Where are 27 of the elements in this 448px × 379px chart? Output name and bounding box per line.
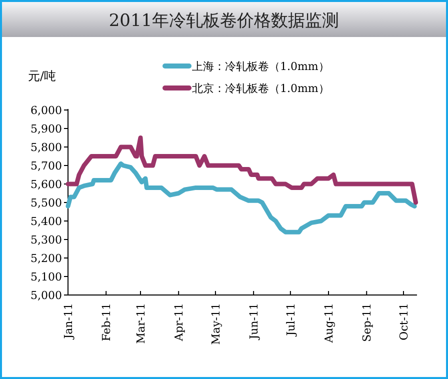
y-tick-label: 6,000 bbox=[30, 104, 62, 117]
x-tick-label: Aug-11 bbox=[322, 303, 336, 344]
legend-label: 北京：冷轧板卷（1.0mm） bbox=[192, 82, 330, 95]
x-tick-label: Apr-11 bbox=[172, 303, 186, 342]
x-tick-label: May-11 bbox=[209, 303, 222, 345]
y-axis-title: 元/吨 bbox=[28, 69, 56, 83]
y-tick-label: 5,400 bbox=[30, 215, 62, 228]
x-tick-label: Oct-11 bbox=[397, 303, 410, 340]
y-tick-label: 5,800 bbox=[30, 141, 62, 154]
x-tick-label: Mar-11 bbox=[134, 303, 148, 344]
y-tick-label: 5,200 bbox=[30, 252, 62, 265]
y-tick-label: 5,000 bbox=[30, 289, 62, 302]
line-series bbox=[66, 161, 417, 234]
x-tick-label: Jan-11 bbox=[62, 303, 75, 340]
y-tick-label: 5,100 bbox=[30, 270, 62, 284]
x-tick-label: Jun-11 bbox=[248, 303, 261, 340]
x-tick-label: Jul-11 bbox=[284, 303, 298, 337]
legend-label: 上海：冷轧板卷（1.0mm） bbox=[192, 60, 330, 73]
y-tick-label: 5,600 bbox=[30, 178, 62, 191]
x-tick-label: Sep-11 bbox=[360, 303, 374, 342]
x-tick-label: Feb-11 bbox=[100, 303, 114, 342]
y-tick-label: 5,700 bbox=[30, 160, 62, 172]
y-tick-label: 5,500 bbox=[30, 196, 62, 210]
line-series bbox=[66, 136, 418, 205]
y-tick-label: 5,300 bbox=[30, 234, 62, 246]
y-tick-label: 5,900 bbox=[30, 122, 62, 136]
chart-title: 2011年冷轧板卷价格数据监测 bbox=[108, 11, 340, 31]
